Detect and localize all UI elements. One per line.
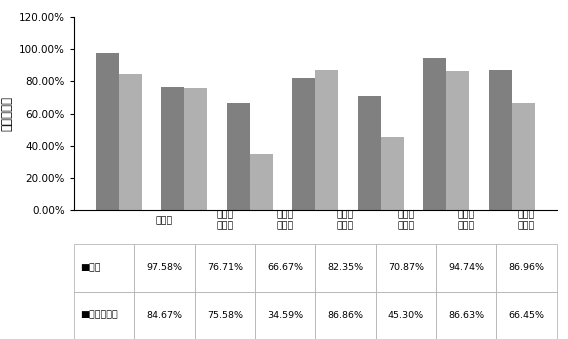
Bar — [446, 71, 469, 210]
Bar — [96, 53, 119, 210]
Bar — [358, 96, 381, 210]
Bar — [119, 74, 141, 210]
Bar — [381, 137, 404, 210]
Bar — [250, 155, 273, 210]
Bar — [227, 103, 250, 210]
Bar — [423, 58, 446, 210]
Bar — [512, 103, 534, 210]
Bar — [489, 70, 512, 210]
Y-axis label: 坐标轴标题: 坐标轴标题 — [0, 96, 13, 131]
Bar — [184, 88, 207, 210]
Bar — [293, 78, 315, 210]
Bar — [161, 87, 184, 210]
Bar — [315, 70, 338, 210]
